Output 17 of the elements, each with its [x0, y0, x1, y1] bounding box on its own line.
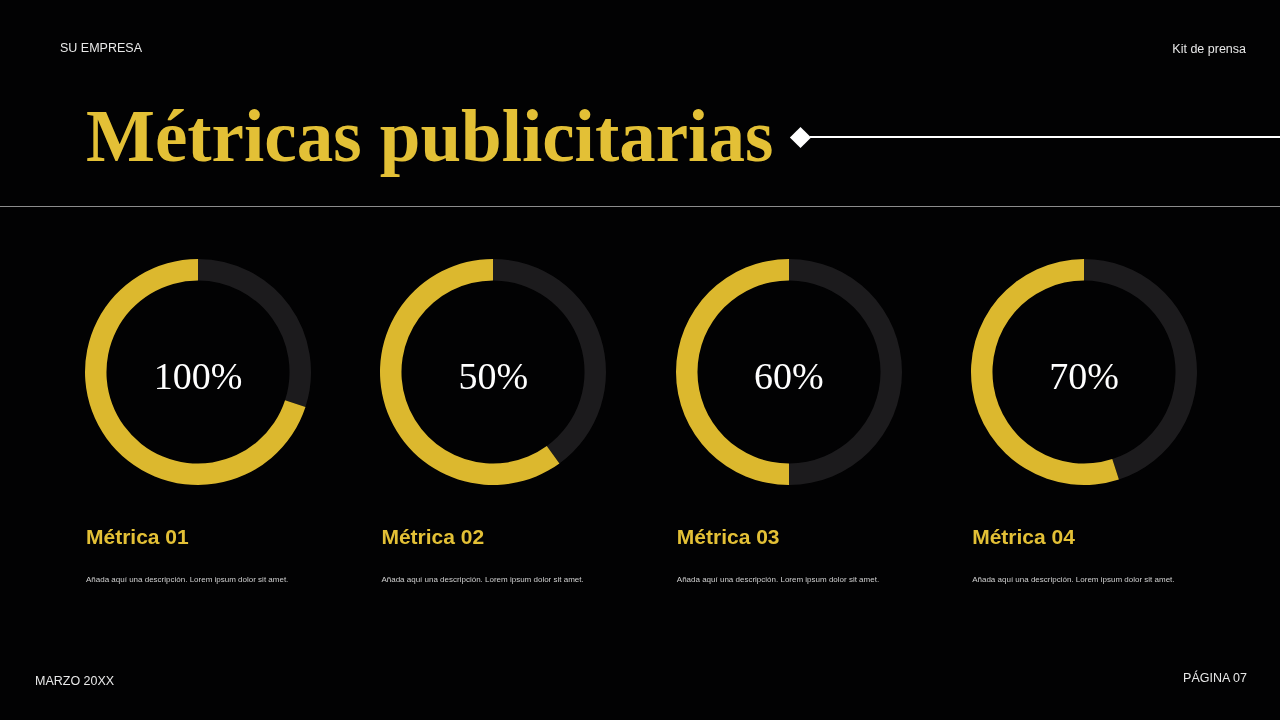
- text: 50%: [458, 355, 529, 397]
- text: Añada aquí una descripción. Lorem ipsum dolor sit amet.: [972, 575, 1175, 584]
- text: Métrica 03: [676, 525, 780, 548]
- text: Métrica 04: [972, 525, 1075, 548]
- text: PÁGINA 07: [1183, 671, 1247, 685]
- text: MARZO 20XX: [35, 674, 115, 688]
- text: SU EMPRESA: [60, 41, 142, 55]
- text: Añada aquí una descripción. Lorem ipsum dolor sit amet.: [676, 575, 880, 584]
- text: Añada aquí una descripción. Lorem ipsum dolor sit amet.: [86, 575, 289, 584]
- text: Métrica 02: [381, 525, 485, 548]
- text: Añada aquí una descripción. Lorem ipsum dolor sit amet.: [381, 575, 584, 584]
- text: Métricas publicitarias: [86, 96, 774, 177]
- text: 70%: [1049, 355, 1120, 397]
- text: Métrica 01: [86, 525, 189, 548]
- text: Kit de prensa: [1172, 42, 1246, 56]
- text: 60%: [753, 355, 824, 397]
- text: 100%: [153, 355, 243, 397]
